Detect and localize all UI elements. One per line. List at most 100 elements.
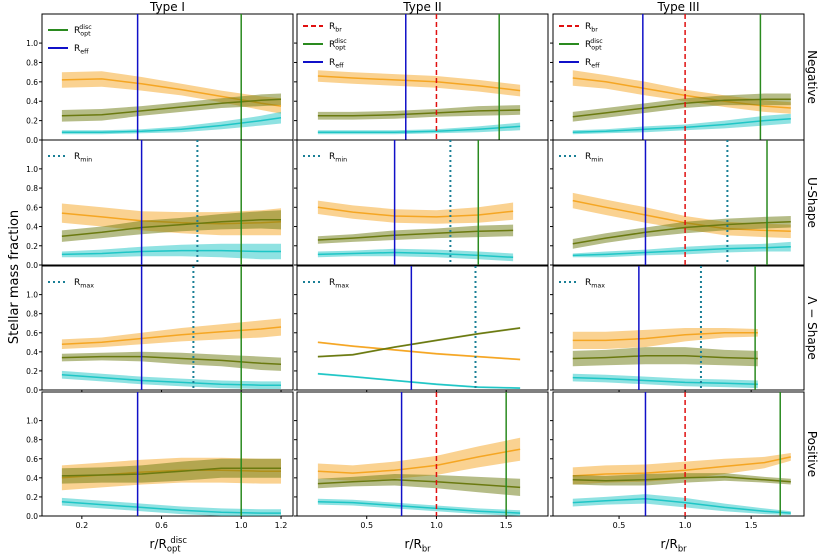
x-tick-label: 0.6 (155, 521, 168, 530)
line-intermediate (317, 109, 521, 117)
x-axis-label-sup: disc (170, 535, 187, 545)
legend-r-opt-label-sup: disc (334, 38, 347, 45)
legend-r-opt-label-text: Ropt (329, 40, 346, 52)
y-tick-label: 0.6 (26, 329, 38, 338)
legend-r-br-label: Rbr (329, 22, 342, 34)
y-tick-label: 0.8 (26, 436, 38, 445)
y-tick-label: 0.8 (26, 184, 38, 193)
x-axis-label-text: r/Ropt (150, 537, 182, 553)
row-title: Negative (805, 50, 819, 104)
y-tick-label: 0.6 (26, 203, 38, 212)
legend-r-min-label: Rmin (74, 152, 92, 164)
x-tick-label: 0.2 (75, 521, 88, 530)
legend-r-min-label-text: Rmin (585, 152, 603, 164)
plot-area (572, 266, 758, 390)
x-tick-label: 0.5 (360, 521, 373, 530)
panel-frame (296, 265, 549, 391)
line-young (572, 456, 791, 477)
legend-r-eff-label-text: Reff (585, 58, 600, 70)
y-tick-label: 0.0 (26, 136, 38, 145)
y-tick-label: 0.4 (26, 474, 38, 483)
labels-group: Type I Type II Type III Negative U-Shape Λ − … (7, 0, 819, 553)
line-intermediate (317, 479, 521, 489)
legend-r-eff-label-text: Reff (329, 58, 344, 70)
legend-r-br-label: Rbr (585, 22, 598, 34)
plot-area (61, 266, 282, 390)
band-old (572, 113, 791, 135)
band-young (317, 200, 514, 224)
plot-area (572, 392, 791, 516)
y-tick-label: 0.8 (26, 310, 38, 319)
legend-r-min-label: Rmin (585, 152, 603, 164)
x-tick-label: 1.5 (500, 521, 513, 530)
line-old (317, 125, 521, 133)
panel-1-0: 0.0 0.2 0.4 0.6 0.8 1.0 Rmin (26, 139, 294, 270)
legend: Rmax (48, 278, 94, 290)
legend: Rmin (303, 152, 347, 164)
line-young (317, 448, 521, 474)
y-tick-label: 0.2 (26, 117, 38, 126)
line-intermediate (61, 219, 281, 237)
legend-r-eff-label: Reff (74, 44, 89, 56)
legend-r-br-label-text: Rbr (329, 22, 342, 34)
x-tick-label: 1.5 (745, 521, 758, 530)
legend-r-br-label-text: Rbr (585, 22, 598, 34)
legend-r-opt-label-text: Ropt (585, 40, 602, 52)
panel-frame (41, 391, 294, 517)
plot-area (572, 14, 791, 140)
line-intermediate (317, 229, 514, 241)
y-tick-label: 0.8 (26, 58, 38, 67)
line-young (317, 206, 514, 218)
column-title: Type I (149, 0, 185, 14)
plot-area (61, 392, 282, 516)
x-tick-label: 1.0 (679, 521, 692, 530)
line-young (317, 75, 521, 92)
legend-r-max-label: Rmax (74, 278, 94, 290)
panel-frame (552, 265, 805, 391)
panel-1-1: Rmin (294, 139, 549, 268)
plot-area (572, 140, 791, 265)
line-old (317, 500, 521, 514)
column-title: Type II (402, 0, 441, 14)
line-old (572, 245, 791, 257)
line-old (317, 251, 514, 259)
plot-area (61, 14, 282, 140)
legend-r-min-label-text: Rmin (74, 152, 92, 164)
legend-r-max-label: Rmax (585, 278, 605, 290)
y-tick-label: 1.0 (26, 39, 38, 48)
y-tick-label: 0.2 (26, 367, 38, 376)
x-tick-label: 1.0 (430, 521, 443, 530)
panel-frame (552, 391, 805, 517)
line-intermediate (572, 476, 791, 483)
y-tick-label: 0.4 (26, 348, 38, 357)
band-old (61, 497, 281, 516)
legend-r-opt-label-sup: disc (590, 38, 603, 45)
panel-3-1: 0.5 1.0 1.5 (294, 391, 549, 530)
panel-2-1: Rmax (294, 265, 549, 393)
legend-r-eff-label-text: Reff (74, 44, 89, 56)
line-intermediate (61, 467, 281, 477)
y-tick-label: 1.0 (26, 417, 38, 426)
line-young (61, 326, 282, 345)
row-title: Λ − Shape (805, 296, 819, 359)
band-young (317, 437, 521, 481)
band-intermediate (317, 474, 521, 496)
y-tick-label: 0.4 (26, 223, 38, 232)
line-old (61, 249, 281, 256)
y-axis-label: Stellar mass fraction (7, 210, 22, 344)
legend-r-min-label-text: Rmin (329, 152, 347, 164)
x-axis-label: r/Rbr (661, 537, 688, 553)
legend: Rmin (48, 152, 92, 164)
line-intermediate (317, 327, 521, 358)
panel-frame (296, 139, 549, 266)
x-tick-label: 1.2 (275, 521, 288, 530)
legend: Rmin (559, 152, 603, 164)
